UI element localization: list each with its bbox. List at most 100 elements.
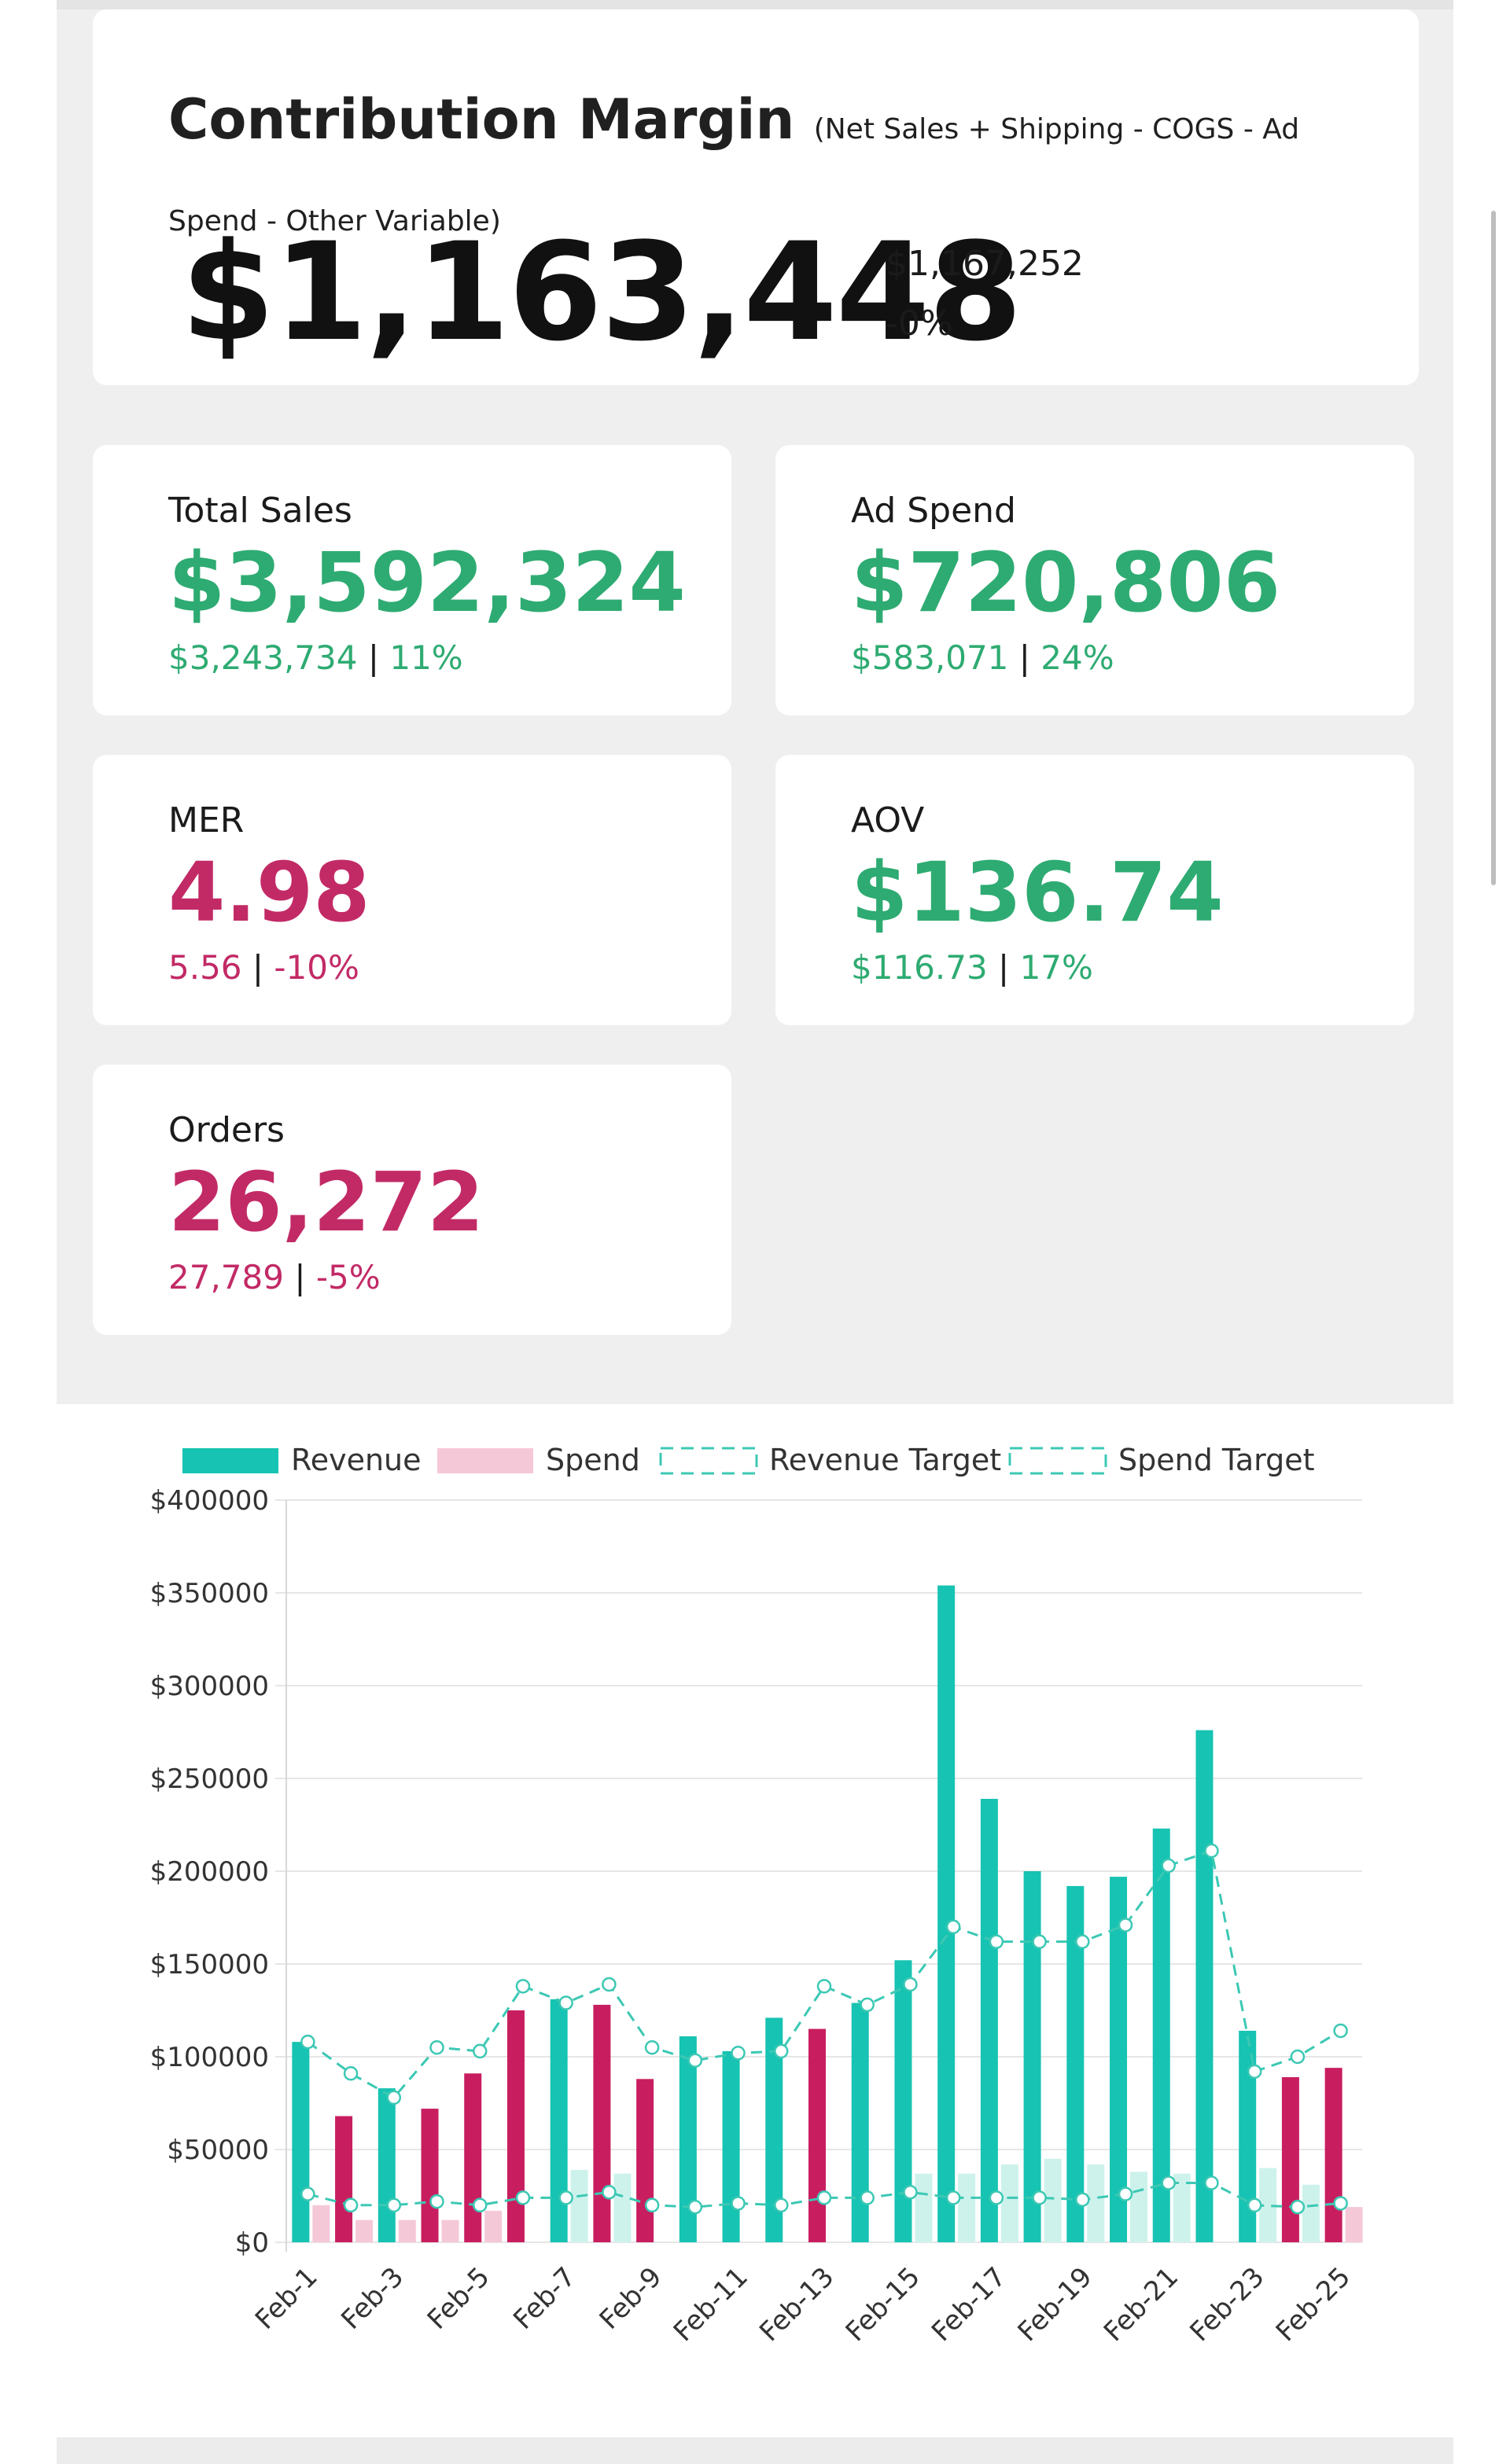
legend-label: Revenue Target: [769, 1443, 1001, 1477]
spend-bar: [1324, 2068, 1342, 2242]
total-sales-label: Total Sales: [168, 491, 352, 531]
spend-target-point: [1290, 2199, 1306, 2215]
spend-target-point: [731, 2196, 746, 2211]
spend-bar: [808, 2028, 826, 2242]
x-tick-label: Feb-13: [753, 2261, 840, 2348]
ad-spend-compare: $583,071 | 24%: [851, 638, 1114, 678]
revenue-target-point: [429, 2039, 444, 2055]
aov-change: 17%: [1019, 948, 1093, 987]
total-sales-change: 11%: [389, 638, 463, 677]
revenue-spend-chart: Revenue Spend Revenue Target Spend Target $…: [57, 1404, 1453, 2437]
spend-target-point: [300, 2186, 315, 2201]
prior-revenue-bar: [570, 2169, 588, 2242]
total-sales-value: $3,592,324: [168, 535, 686, 631]
spend-target-point: [1161, 2175, 1177, 2190]
spend-target-point: [644, 2197, 660, 2213]
contribution-margin-compare-value: $1,167,252: [886, 244, 1084, 284]
revenue-bar: [980, 1798, 998, 2242]
orders-card[interactable]: Orders 26,272 27,789 | -5%: [93, 1065, 731, 1335]
chart-legend[interactable]: Revenue Spend Revenue Target Spend Target: [182, 1443, 1314, 1477]
spend-target-point: [1032, 2190, 1047, 2205]
scrollbar-thumb[interactable]: [1491, 211, 1496, 885]
spend-bar: [636, 2079, 654, 2242]
revenue-bar: [851, 2002, 869, 2242]
x-tick-label: Feb-9: [594, 2261, 668, 2336]
spend-target-point: [1075, 2192, 1090, 2207]
revenue-target-point: [1161, 1858, 1177, 1874]
x-tick-label: Feb-1: [249, 2261, 324, 2336]
revenue-target-point: [1290, 2049, 1306, 2065]
aov-compare-value: $116.73: [851, 948, 988, 987]
orders-compare-value: 27,789: [168, 1258, 284, 1296]
revenue-target-point: [1118, 1918, 1133, 1933]
x-tick-label: Feb-5: [422, 2261, 496, 2336]
spend-target-point: [1204, 2175, 1219, 2190]
spend-target-point: [343, 2197, 359, 2213]
prior-spend-bar: [398, 2219, 416, 2242]
y-tick-label: $100000: [150, 2042, 269, 2073]
aov-compare: $116.73 | 17%: [851, 948, 1093, 987]
y-tick-label: $250000: [150, 1763, 269, 1795]
prior-revenue-bar: [915, 2173, 933, 2242]
legend-label: Revenue: [291, 1443, 422, 1477]
x-tick-label: Feb-21: [1098, 2261, 1184, 2348]
spend-target-point: [989, 2190, 1004, 2205]
x-tick-label: Feb-11: [668, 2261, 754, 2348]
chart-bars: [292, 1585, 1342, 2242]
contribution-margin-card[interactable]: Contribution Margin (Net Sales + Shippin…: [93, 9, 1419, 385]
total-sales-compare: $3,243,734 | 11%: [168, 638, 463, 678]
ad-spend-compare-value: $583,071: [851, 638, 1009, 677]
spend-target-point: [429, 2194, 444, 2209]
revenue-bar: [1195, 1730, 1214, 2242]
mer-card[interactable]: MER 4.98 5.56 | -10%: [93, 755, 731, 1025]
revenue-target-point: [687, 2053, 703, 2068]
revenue-target-point: [731, 2046, 746, 2061]
revenue-target-point: [1247, 2064, 1262, 2080]
revenue-bar: [1110, 1877, 1128, 2242]
revenue-bar: [679, 2036, 697, 2242]
ad-spend-change: 24%: [1040, 638, 1114, 677]
x-tick-label: Feb-19: [1012, 2261, 1099, 2348]
prior-spend-bar: [1345, 2207, 1363, 2242]
prior-revenue-bar: [1044, 2158, 1062, 2242]
spend-bar: [1281, 2076, 1299, 2242]
mer-value: 4.98: [168, 844, 370, 940]
aov-card[interactable]: AOV $136.74 $116.73 | 17%: [775, 755, 1414, 1025]
spend-target-point: [515, 2190, 531, 2205]
orders-compare: 27,789 | -5%: [168, 1258, 381, 1297]
next-section-edge: [57, 2437, 1453, 2464]
revenue-bar: [1152, 1828, 1170, 2242]
total-sales-card[interactable]: Total Sales $3,592,324 $3,243,734 | 11%: [93, 445, 731, 715]
legend-label: Spend: [546, 1443, 640, 1477]
legend-swatch: [182, 1448, 278, 1473]
prior-revenue-bar: [1259, 2168, 1277, 2242]
revenue-target-point: [945, 1919, 961, 1935]
orders-label: Orders: [168, 1110, 285, 1150]
total-sales-compare-value: $3,243,734: [168, 638, 358, 677]
prior-spend-bar: [355, 2219, 374, 2242]
y-tick-label: $350000: [150, 1578, 269, 1609]
panel-top-edge: [57, 0, 1453, 9]
spend-target-point: [903, 2185, 918, 2200]
revenue-bar: [765, 2017, 783, 2242]
prior-revenue-bar: [1087, 2164, 1105, 2242]
x-axis-labels: Feb-1 Feb-3 Feb-5 Feb-7 Feb-9 Feb-11 Feb-13 Feb…: [249, 2261, 1357, 2348]
separator: |: [998, 948, 1010, 987]
legend-swatch: [437, 1448, 533, 1473]
revenue-bar: [1239, 2030, 1257, 2242]
contribution-margin-subtitle: (Net Sales + Shipping - COGS - Ad Spend …: [168, 113, 1300, 237]
y-tick-label: $300000: [150, 1671, 269, 1702]
aov-label: AOV: [851, 800, 925, 840]
mer-compare: 5.56 | -10%: [168, 948, 359, 987]
prior-spend-bar: [484, 2210, 503, 2242]
y-tick-label: $400000: [150, 1485, 269, 1517]
ad-spend-card[interactable]: Ad Spend $720,806 $583,071 | 24%: [775, 445, 1414, 715]
x-tick-label: Feb-3: [335, 2261, 410, 2336]
revenue-target-point: [816, 1979, 832, 1994]
spend-target-point: [945, 2190, 961, 2205]
spend-target-point: [1333, 2196, 1348, 2211]
revenue-bar: [722, 2050, 740, 2242]
revenue-bar: [1066, 1885, 1085, 2242]
revenue-target-point: [1075, 1934, 1090, 1949]
y-tick-label: $150000: [150, 1949, 269, 1980]
